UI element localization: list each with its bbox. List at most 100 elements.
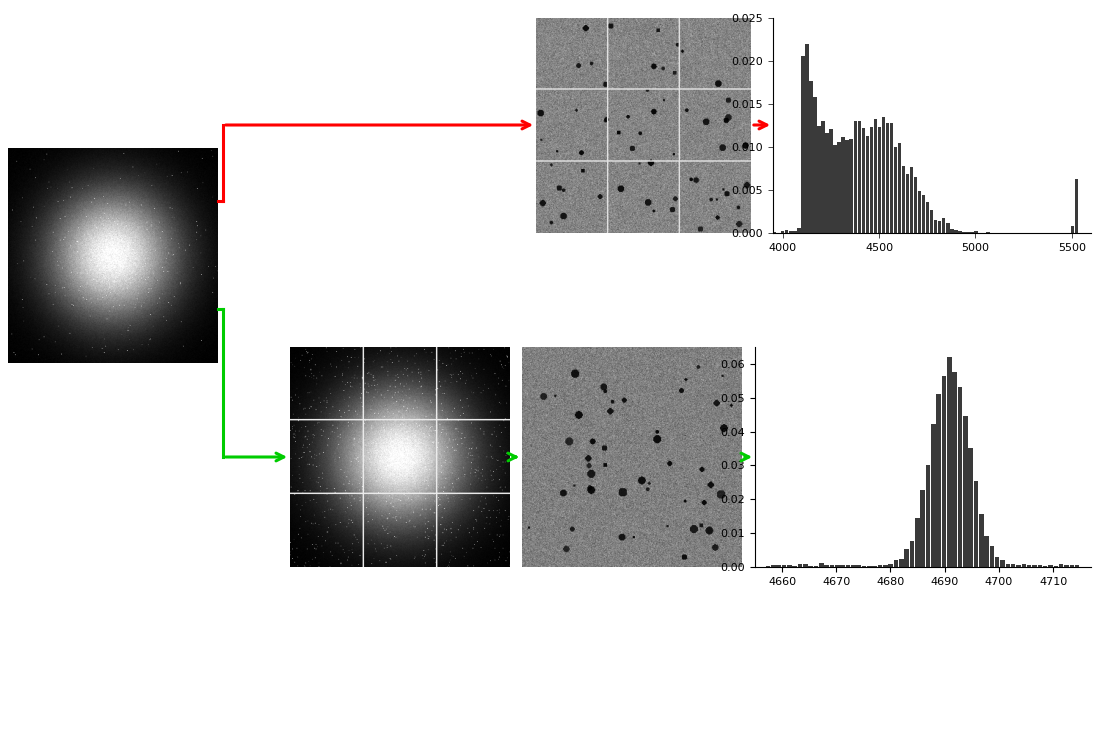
Bar <box>829 129 833 233</box>
Bar <box>936 394 940 567</box>
Bar <box>1075 565 1079 567</box>
Bar <box>766 566 770 567</box>
Bar <box>798 565 802 567</box>
Bar <box>858 121 861 233</box>
Bar <box>904 549 909 567</box>
Bar <box>883 565 888 567</box>
Bar <box>1032 565 1037 567</box>
Bar <box>1037 565 1042 567</box>
Bar <box>782 565 786 567</box>
Bar <box>798 228 801 233</box>
Bar <box>789 231 792 233</box>
Bar <box>890 123 893 233</box>
Bar <box>788 565 792 567</box>
Bar <box>947 357 952 567</box>
Bar <box>970 232 974 233</box>
Bar <box>861 565 866 567</box>
Bar <box>996 557 1000 567</box>
Bar <box>1071 225 1075 233</box>
Bar <box>808 565 813 567</box>
Bar <box>979 514 983 567</box>
Bar <box>1000 560 1004 567</box>
Bar <box>921 490 925 567</box>
Bar <box>1054 566 1058 567</box>
Bar <box>889 564 893 567</box>
Bar <box>801 56 804 233</box>
Bar <box>805 44 808 233</box>
Bar <box>898 143 901 233</box>
Bar <box>842 137 845 233</box>
Bar <box>810 81 813 233</box>
Bar <box>894 147 898 233</box>
Bar <box>914 177 917 233</box>
Bar <box>793 231 796 233</box>
Bar <box>966 232 969 233</box>
Bar <box>1027 565 1032 567</box>
Bar <box>861 128 865 233</box>
Bar <box>817 126 821 233</box>
Bar <box>930 210 934 233</box>
Bar <box>854 121 857 233</box>
Bar <box>938 221 942 233</box>
Bar <box>781 231 784 233</box>
Bar <box>822 121 825 233</box>
Bar <box>1011 564 1015 567</box>
Bar <box>958 231 961 233</box>
Bar <box>910 541 914 567</box>
Bar <box>953 373 957 567</box>
Bar <box>968 448 972 567</box>
Bar <box>1065 565 1069 567</box>
Bar <box>878 126 881 233</box>
Bar <box>882 117 886 233</box>
Bar <box>990 545 994 567</box>
Bar <box>905 174 910 233</box>
Bar <box>785 230 789 233</box>
Bar <box>1069 565 1074 567</box>
Bar <box>857 565 861 567</box>
Bar <box>867 566 871 567</box>
Bar <box>917 191 922 233</box>
Bar <box>922 195 925 233</box>
Bar <box>962 232 966 233</box>
Bar <box>931 424 935 567</box>
Bar <box>777 565 781 567</box>
Bar <box>820 563 824 567</box>
Bar <box>1016 565 1021 567</box>
Bar <box>813 97 816 233</box>
Bar <box>954 230 958 233</box>
Bar <box>873 118 877 233</box>
Bar <box>902 166 905 233</box>
Bar <box>866 136 869 233</box>
Bar <box>987 232 990 233</box>
Bar <box>926 202 929 233</box>
Bar <box>837 142 840 233</box>
Bar <box>846 140 849 233</box>
Bar <box>851 565 856 567</box>
Bar <box>878 565 882 567</box>
Bar <box>773 232 777 233</box>
Bar <box>829 565 834 567</box>
Bar <box>849 139 852 233</box>
Bar <box>946 223 949 233</box>
Bar <box>942 218 946 233</box>
Bar <box>942 376 946 567</box>
Bar <box>962 416 968 567</box>
Bar <box>1022 564 1026 567</box>
Bar <box>934 219 937 233</box>
Bar <box>910 167 913 233</box>
Bar <box>870 127 873 233</box>
Bar <box>893 560 899 567</box>
Bar <box>1005 564 1010 567</box>
Bar <box>975 231 978 233</box>
Bar <box>915 519 920 567</box>
Bar <box>771 565 775 567</box>
Bar <box>899 559 903 567</box>
Bar <box>958 387 962 567</box>
Bar <box>803 564 807 567</box>
Bar <box>814 566 818 567</box>
Bar <box>792 566 796 567</box>
Bar <box>872 565 877 567</box>
Bar <box>886 124 889 233</box>
Bar <box>984 536 989 567</box>
Bar <box>835 565 839 567</box>
